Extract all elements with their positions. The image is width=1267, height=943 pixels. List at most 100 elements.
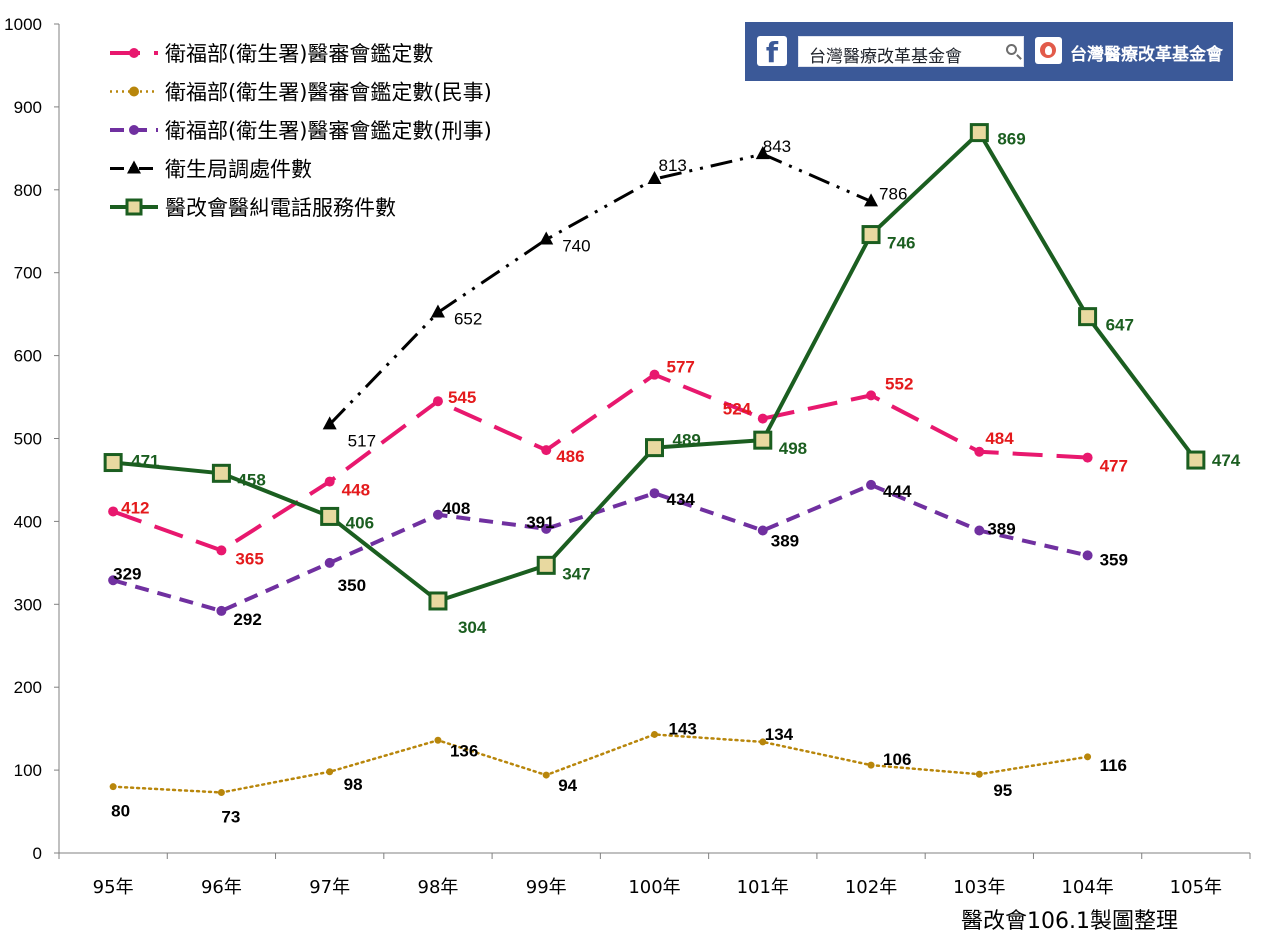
data-label: 412	[121, 498, 149, 517]
data-point	[320, 506, 340, 526]
data-label: 489	[673, 431, 701, 450]
data-label: 458	[237, 470, 265, 489]
data-point	[216, 605, 227, 616]
data-label: 98	[344, 775, 363, 794]
data-point	[541, 523, 552, 534]
data-point	[542, 771, 550, 779]
legend-label: 衛生局調處件數	[165, 158, 312, 182]
data-label: 365	[235, 549, 263, 568]
x-tick-label: 105年	[1170, 877, 1222, 898]
series-line	[112, 372, 1088, 553]
data-point	[866, 390, 877, 401]
data-label: 448	[342, 481, 370, 500]
x-tick-label: 101年	[737, 877, 789, 898]
y-tick-label: 300	[14, 595, 42, 614]
data-point	[324, 476, 335, 487]
data-label: 347	[562, 564, 590, 583]
data-label: 406	[346, 513, 374, 532]
legend-marker	[125, 198, 143, 216]
legend-label: 醫改會醫糾電話服務件數	[165, 196, 396, 220]
data-label: 94	[558, 776, 577, 795]
data-point	[647, 171, 662, 185]
data-label: 391	[526, 513, 554, 532]
data-point	[1186, 450, 1206, 470]
data-label: 474	[1212, 451, 1241, 470]
data-label: 143	[669, 719, 697, 738]
data-point	[108, 506, 119, 517]
data-point	[539, 231, 554, 245]
data-point	[432, 396, 443, 407]
data-point	[866, 479, 877, 490]
x-tick-label: 102年	[845, 877, 897, 898]
data-label: 577	[667, 358, 695, 377]
data-label: 746	[887, 234, 915, 253]
data-label: 652	[454, 309, 482, 328]
data-point	[434, 736, 442, 744]
y-tick-label: 200	[14, 678, 42, 697]
data-label: 73	[221, 807, 240, 826]
data-label: 524	[723, 400, 752, 419]
data-label: 292	[233, 610, 261, 629]
x-tick-label: 95年	[93, 877, 134, 898]
data-point	[216, 545, 227, 556]
data-point	[541, 445, 552, 456]
data-label: 350	[338, 576, 366, 595]
series-line	[328, 152, 872, 426]
data-point	[1082, 452, 1093, 463]
data-point	[974, 525, 985, 536]
data-label: 106	[883, 750, 911, 769]
facebook-brand-banner[interactable]: f 台灣醫療改革基金會 台灣醫療改革基金會	[745, 22, 1233, 81]
data-point	[108, 575, 119, 586]
data-point	[757, 413, 768, 424]
data-label: 486	[556, 447, 584, 466]
data-label: 740	[562, 237, 590, 256]
data-label: 477	[1100, 457, 1128, 476]
legend-marker	[129, 86, 139, 97]
y-tick-label: 400	[14, 512, 42, 531]
data-point	[649, 369, 660, 380]
data-label: 869	[997, 130, 1025, 149]
y-tick-label: 600	[14, 347, 42, 366]
y-tick-label: 0	[33, 844, 42, 863]
data-point	[1084, 753, 1092, 761]
data-point	[109, 783, 117, 791]
data-label: 359	[1100, 550, 1128, 569]
brand-name: 台灣醫療改革基金會	[1070, 45, 1223, 65]
data-point	[975, 770, 983, 778]
legend-marker	[127, 160, 141, 174]
search-input[interactable]: 台灣醫療改革基金會	[798, 36, 1024, 67]
x-tick-label: 97年	[309, 877, 350, 898]
data-point	[324, 557, 335, 568]
data-point	[757, 525, 768, 536]
x-tick-label: 96年	[201, 877, 242, 898]
data-label: 329	[113, 564, 141, 583]
y-tick-label: 800	[14, 181, 42, 200]
data-label: 545	[448, 388, 476, 407]
y-tick-label: 900	[14, 98, 42, 117]
data-point	[651, 730, 658, 738]
series-line	[111, 733, 1089, 794]
x-tick-label: 103年	[953, 877, 1005, 898]
data-label: 786	[879, 184, 907, 203]
data-label: 471	[131, 452, 159, 471]
data-point	[103, 453, 123, 473]
y-tick-label: 500	[14, 430, 42, 449]
data-label: 116	[1100, 756, 1127, 775]
search-icon[interactable]	[1006, 44, 1017, 55]
data-point	[211, 463, 231, 483]
data-label: 484	[985, 429, 1014, 448]
facebook-icon[interactable]: f	[757, 36, 787, 66]
data-point	[974, 446, 985, 457]
data-label: 80	[111, 802, 130, 821]
data-label: 95	[993, 781, 1012, 800]
data-label: 136	[450, 741, 478, 760]
data-point	[432, 509, 443, 520]
data-point	[867, 761, 875, 769]
x-tick-label: 104年	[1061, 877, 1113, 898]
data-label: 552	[885, 374, 913, 393]
y-tick-label: 1000	[4, 15, 42, 34]
data-point	[969, 123, 989, 143]
data-label: 498	[779, 439, 807, 458]
data-point	[1078, 307, 1098, 327]
